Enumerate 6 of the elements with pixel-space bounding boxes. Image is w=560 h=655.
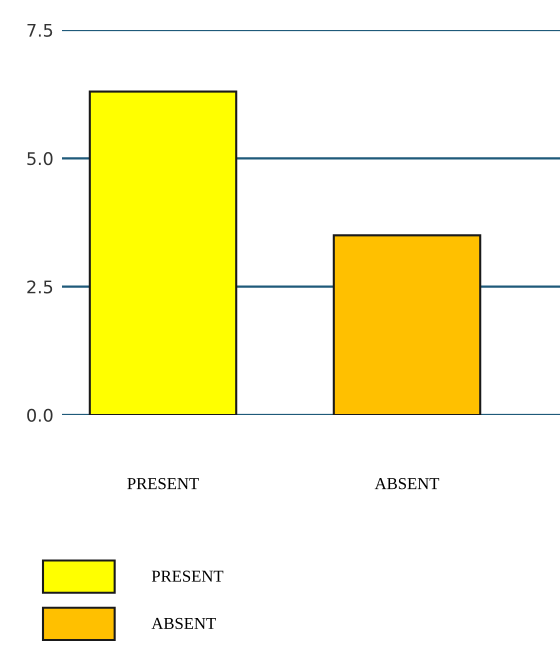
y-tick-label: 2.5	[27, 280, 52, 294]
legend-label: ABSENT	[151, 618, 216, 630]
y-tick-label: 7.5	[27, 24, 52, 37]
y-tick-label: 5.0	[27, 152, 53, 166]
legend-label: PRESENT	[152, 570, 224, 582]
y-tick-label: 0.0	[27, 408, 53, 422]
